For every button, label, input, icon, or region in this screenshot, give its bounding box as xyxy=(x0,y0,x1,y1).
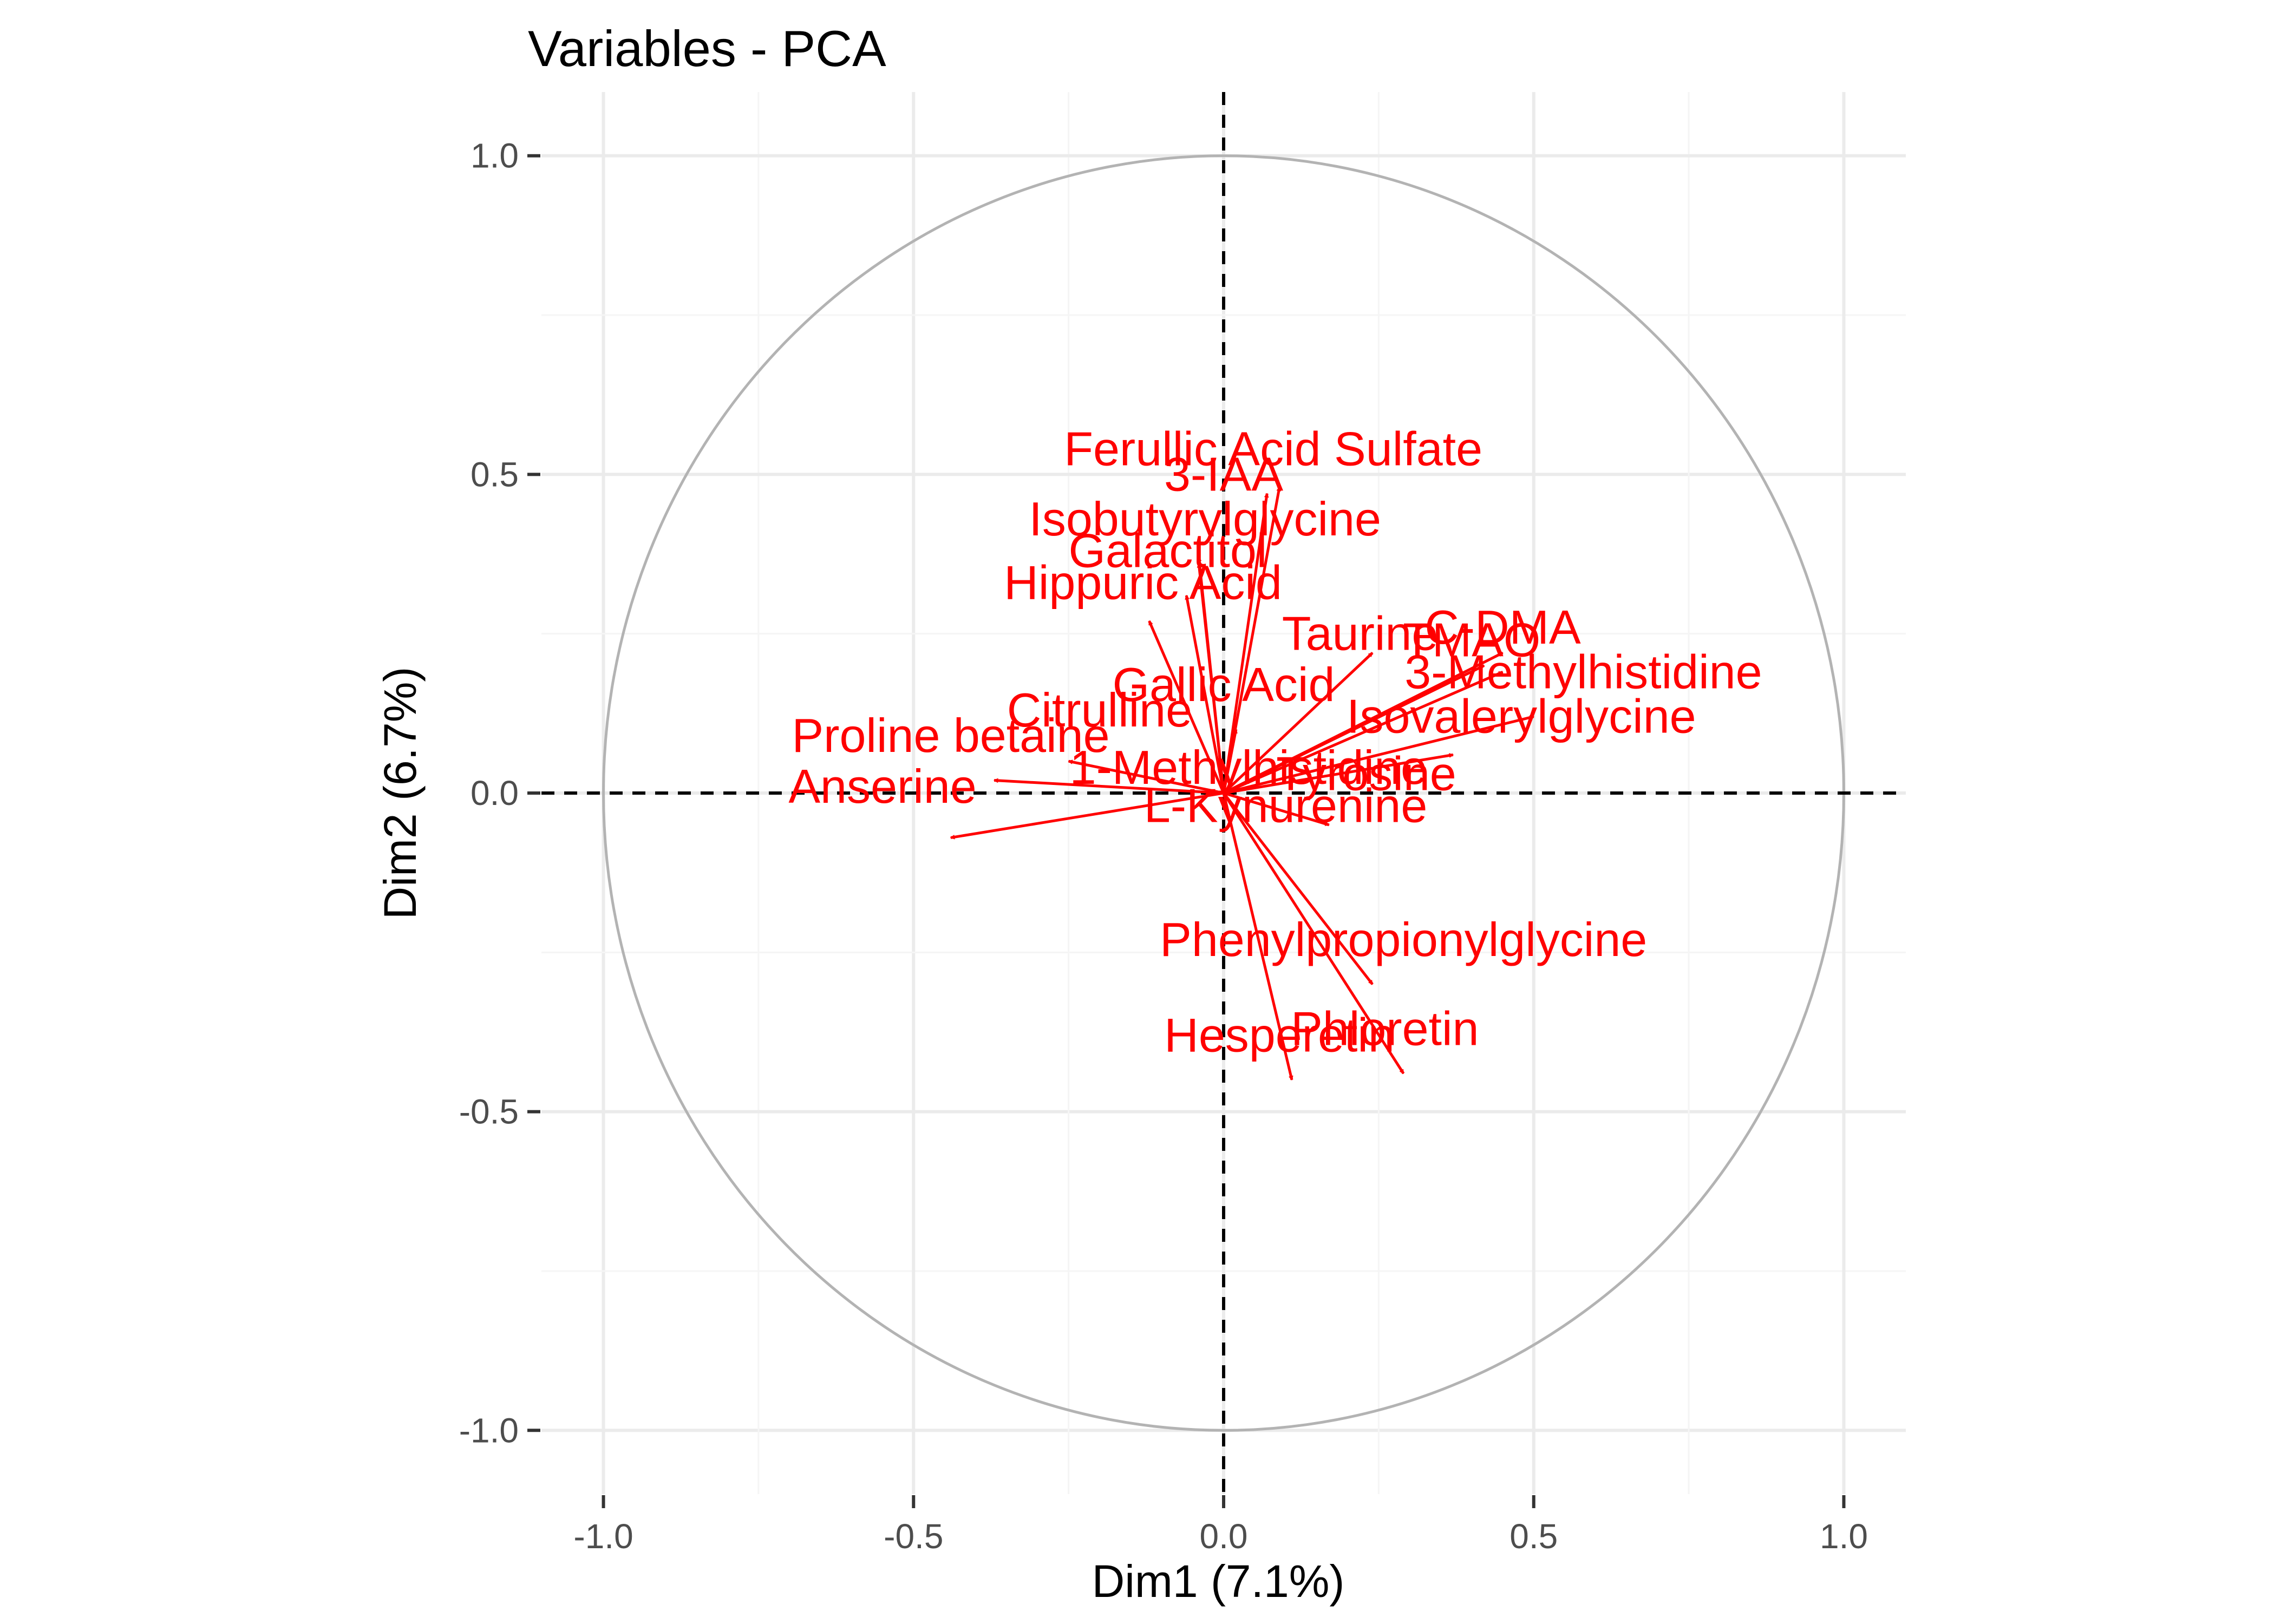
variable-arrow xyxy=(1223,791,1329,827)
variable-label: Gallic Acid xyxy=(1113,658,1335,711)
variable-label: Hesperetin xyxy=(1164,1008,1395,1062)
variable-label: Citrulline xyxy=(1007,683,1192,737)
variable-arrow xyxy=(1223,652,1374,794)
variable-label: L-Kynurenine xyxy=(1144,779,1427,833)
y-tick-label: 0.5 xyxy=(471,455,519,494)
variable-label: Proline betaine xyxy=(792,709,1109,762)
y-tick-label: -0.5 xyxy=(459,1092,519,1131)
variable-arrow xyxy=(994,780,1224,795)
x-tick-label: 0.0 xyxy=(1200,1517,1248,1556)
variable-arrow xyxy=(1148,621,1225,794)
x-tick-label: 1.0 xyxy=(1820,1517,1868,1556)
variable-label: Hippuric Acid xyxy=(1004,556,1282,610)
axis-ticks: -1.0 -0.5 0.0 0.5 1.0 -1.0 -0.5 0.0 0.5 1.0 xyxy=(459,136,1868,1556)
y-tick-label: 0.0 xyxy=(471,774,519,813)
chart-title: Variables - PCA xyxy=(528,20,886,77)
y-tick-label: 1.0 xyxy=(471,136,519,175)
variable-arrow xyxy=(1222,793,1292,1080)
variable-arrows xyxy=(951,487,1534,1080)
variable-label: 3-Methylhistidine xyxy=(1404,645,1762,698)
variable-label: TMAO xyxy=(1403,613,1540,666)
y-tick-label: -1.0 xyxy=(459,1411,519,1450)
variable-arrow xyxy=(1069,761,1224,795)
variable-label: Tyrosine xyxy=(1276,747,1456,801)
variable-arrow xyxy=(1223,755,1453,795)
variable-arrow xyxy=(1222,792,1405,1073)
variable-label: Ferullic Acid Sulfate xyxy=(1064,422,1482,475)
variable-arrow xyxy=(1222,729,1236,794)
variable-arrow xyxy=(1222,494,1267,794)
variable-labels: Ferullic Acid Sulfate3-IAAIsobutyrylglyc… xyxy=(788,422,1762,1062)
variable-label: Galactitol xyxy=(1068,524,1267,578)
variable-label: 3-IAA xyxy=(1164,447,1283,501)
variable-arrow xyxy=(1223,671,1502,795)
x-tick-label: 0.5 xyxy=(1510,1517,1558,1556)
x-axis-title: Dim1 (7.1%) xyxy=(1092,1556,1345,1607)
x-tick-label: -0.5 xyxy=(884,1517,943,1556)
variable-label: Taurine xyxy=(1282,607,1439,660)
variable-label: Anserine xyxy=(788,759,976,813)
variable-label: C-DMA xyxy=(1424,600,1581,654)
y-axis-title: Dim2 (6.7%) xyxy=(375,667,426,920)
variable-arrow xyxy=(1223,664,1484,795)
variable-arrow xyxy=(1199,564,1225,794)
variable-arrow xyxy=(1223,792,1374,985)
variable-arrow xyxy=(1223,717,1534,795)
variable-label: 1-Methylhistidine xyxy=(1070,741,1427,794)
x-tick-label: -1.0 xyxy=(573,1517,633,1556)
variable-label: Phenylpropionylglycine xyxy=(1160,913,1647,966)
variable-label: Isovalerylglycine xyxy=(1347,690,1696,743)
variable-arrow xyxy=(951,791,1224,837)
variable-arrow xyxy=(1186,595,1225,794)
variable-label: Isobutyrylglycine xyxy=(1029,492,1381,546)
variable-label: Phloretin xyxy=(1291,1002,1479,1056)
